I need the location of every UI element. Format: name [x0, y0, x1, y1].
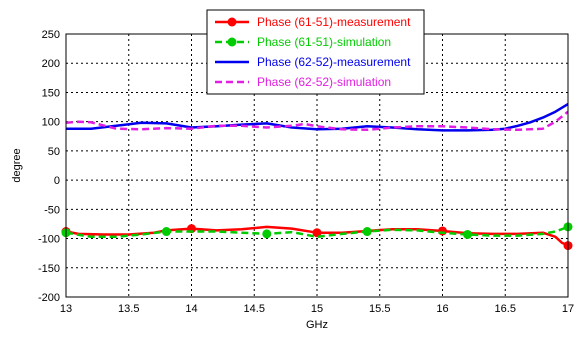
legend-item: Phase (61-51)-measurement	[215, 15, 411, 29]
x-tick-label: 16.5	[495, 303, 516, 315]
y-tick-label: 50	[48, 146, 60, 158]
series-point	[438, 226, 447, 236]
y-tick-label: -200	[38, 292, 60, 304]
y-tick-label: 150	[42, 87, 60, 99]
y-axis-label: degree	[11, 148, 23, 182]
legend-item: Phase (61-51)-simulation	[215, 35, 391, 49]
y-tick-label: -150	[38, 263, 60, 275]
series-point	[362, 227, 372, 237]
x-tick-label: 14	[185, 303, 197, 315]
legend-item: Phase (62-52)-simulation	[215, 75, 391, 89]
series-1	[61, 224, 573, 251]
legend-label: Phase (62-52)-simulation	[257, 75, 391, 89]
x-tick-label: 14.5	[244, 303, 265, 315]
legend-label: Phase (62-52)-measurement	[257, 55, 411, 69]
x-tick-label: 17	[562, 303, 574, 315]
series-point	[312, 228, 322, 238]
legend-marker	[227, 17, 237, 27]
series-point	[161, 227, 171, 237]
x-tick-label: 16	[436, 303, 448, 315]
y-tick-label: 200	[42, 58, 60, 70]
legend: Phase (61-51)-measurement Phase (61-51)-s…	[206, 9, 425, 95]
series-layer	[61, 103, 573, 251]
y-tick-label: 0	[54, 175, 60, 187]
series-line	[66, 103, 568, 132]
y-tick-label: -100	[38, 234, 60, 246]
series-3	[66, 103, 568, 132]
y-tick-label: 100	[42, 117, 60, 129]
series-point	[463, 229, 473, 239]
x-tick-label: 13.5	[118, 303, 139, 315]
series-point	[262, 229, 272, 239]
series-4	[66, 110, 568, 132]
x-tick-label: 15	[311, 303, 323, 315]
x-tick-label: 13	[60, 303, 72, 315]
series-line	[66, 110, 568, 132]
legend-label: Phase (61-51)-measurement	[257, 15, 411, 29]
x-tick-label: 15.5	[369, 303, 390, 315]
legend-label: Phase (61-51)-simulation	[257, 35, 391, 49]
series-2	[61, 222, 573, 239]
y-tick-labels: -200 -150 -100 -50 0 50 100 150 200 250	[38, 29, 60, 304]
series-line	[66, 225, 568, 239]
y-tick-label: 250	[42, 29, 60, 41]
legend-item: Phase (62-52)-measurement	[215, 55, 411, 69]
x-axis-label: GHz	[306, 319, 328, 331]
series-line	[66, 225, 568, 247]
legend-box	[206, 9, 425, 95]
y-tick-label: -50	[44, 204, 60, 216]
x-tick-labels: 13 13.5 14 14.5 15 15.5 16 16.5 17	[60, 303, 574, 315]
legend-marker	[227, 37, 237, 47]
